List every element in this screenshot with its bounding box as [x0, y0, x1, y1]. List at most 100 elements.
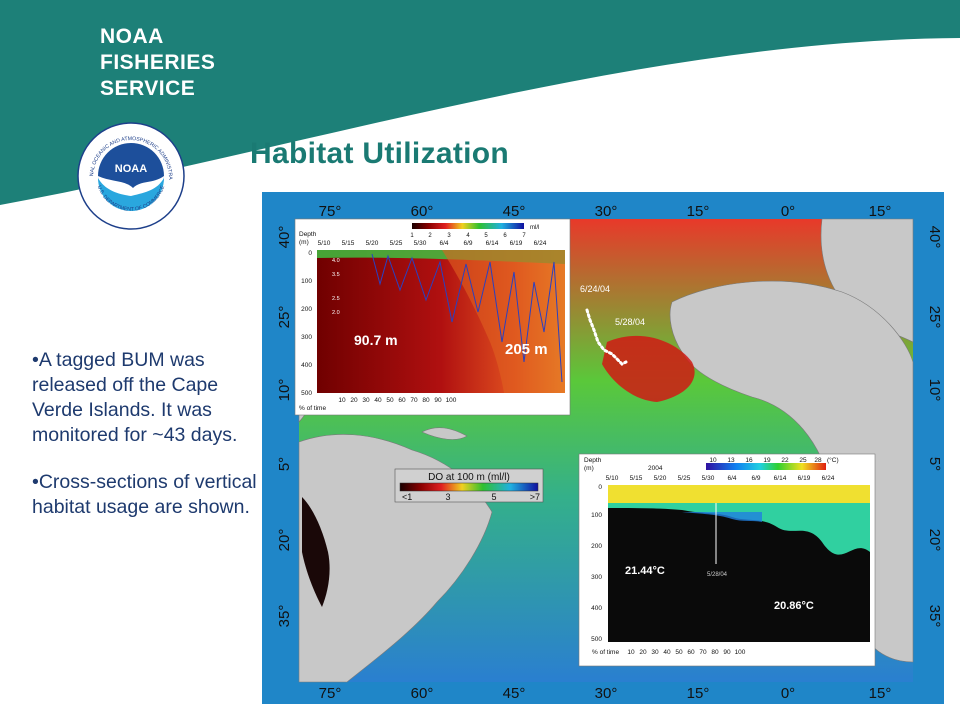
svg-text:200: 200 [591, 543, 602, 550]
svg-text:1: 1 [410, 233, 414, 239]
svg-text:6/19: 6/19 [510, 240, 523, 247]
svg-text:5/25: 5/25 [678, 475, 691, 482]
svg-text:2.0: 2.0 [332, 310, 340, 316]
svg-text:6: 6 [503, 233, 507, 239]
svg-text:4.0: 4.0 [332, 258, 340, 264]
track-label-mid: 5/28/04 [615, 317, 645, 327]
svg-text:40: 40 [374, 397, 382, 404]
lat-tick-label: 40° [276, 226, 293, 249]
svg-text:6/14: 6/14 [774, 475, 787, 482]
lat-tick-label: 35° [276, 605, 293, 628]
svg-text:20: 20 [639, 649, 647, 656]
svg-text:100: 100 [591, 512, 602, 519]
header-band [0, 0, 960, 205]
svg-text:6/19: 6/19 [798, 475, 811, 482]
svg-text:6/9: 6/9 [751, 475, 760, 482]
svg-text:3.5: 3.5 [332, 272, 340, 278]
svg-text:6/14: 6/14 [486, 240, 499, 247]
svg-text:500: 500 [591, 636, 602, 643]
bullet-item: •A tagged BUM was released off the Cape … [32, 349, 238, 446]
svg-text:25: 25 [799, 457, 807, 464]
temp-inset-year: 2004 [648, 465, 663, 472]
do-inset-pct-axis: % of time 10 20 30 40 50 60 70 80 90 100 [299, 397, 457, 412]
svg-text:7: 7 [522, 233, 526, 239]
lat-tick-label: 25° [276, 306, 293, 329]
svg-text:5/10: 5/10 [606, 475, 619, 482]
svg-text:400: 400 [301, 362, 312, 369]
lon-tick-label: 60° [411, 685, 434, 702]
lon-tick-label: 45° [503, 203, 526, 220]
svg-text:300: 300 [591, 574, 602, 581]
lat-labels-left: 40° 25° 10° 5° 20° 35° [276, 226, 293, 628]
lon-labels-top: 75° 60° 45° 30° 15° 0° 15° [319, 203, 892, 220]
temp-label: 21.44°C [625, 565, 665, 577]
svg-text:% of time: % of time [299, 405, 326, 412]
dive-trace [371, 253, 563, 383]
svg-text:100: 100 [446, 397, 457, 404]
svg-text:16: 16 [745, 457, 753, 464]
svg-text:80: 80 [422, 397, 430, 404]
svg-text:22: 22 [781, 457, 789, 464]
lon-tick-label: 75° [319, 203, 342, 220]
do-colorbar: DO at 100 m (ml/l) <1 3 5 >7 [394, 468, 544, 503]
lon-tick-label: 15° [687, 685, 710, 702]
lon-tick-label: 30° [595, 203, 618, 220]
svg-text:300: 300 [301, 334, 312, 341]
org-name-line: NOAA [100, 25, 164, 48]
do-inset-date-axis: 5/10 5/15 5/20 5/25 5/30 6/4 6/9 6/14 6/… [318, 240, 547, 247]
svg-text:% of time: % of time [592, 649, 619, 656]
svg-text:5/20: 5/20 [654, 475, 667, 482]
lon-tick-label: 15° [869, 685, 892, 702]
svg-text:5/30: 5/30 [414, 240, 427, 247]
svg-text:3: 3 [447, 233, 451, 239]
temp-inset-pct-axis: % of time 10 20 30 40 50 60 70 80 90 100 [592, 649, 746, 656]
svg-text:ml/l: ml/l [530, 225, 539, 231]
svg-text:6/4: 6/4 [727, 475, 736, 482]
svg-text:2: 2 [428, 233, 432, 239]
svg-text:5/30: 5/30 [702, 475, 715, 482]
svg-text:90: 90 [434, 397, 442, 404]
depth-header: Depth [584, 457, 602, 464]
svg-text:40: 40 [663, 649, 671, 656]
lat-tick-label: 20° [276, 529, 293, 552]
do-colorbar-tick: >7 [530, 492, 540, 502]
do-inset-scale-ticks: 1 2 3 4 5 6 7 ml/l [410, 225, 539, 239]
pacific-coast-hypoxia [302, 497, 330, 607]
page-title: Habitat Utilization [250, 137, 510, 170]
svg-text:90: 90 [723, 649, 731, 656]
svg-text:28: 28 [814, 457, 822, 464]
inset-temp-section: 10 13 16 19 22 25 28 (°C) Depth (m) 2004… [578, 453, 876, 667]
svg-text:(°C): (°C) [827, 456, 839, 464]
svg-text:6/24: 6/24 [534, 240, 547, 247]
svg-text:5: 5 [484, 233, 488, 239]
lat-tick-label: 5° [276, 457, 293, 471]
do-depth-label: 205 m [505, 341, 548, 358]
svg-text:2.5: 2.5 [332, 296, 340, 302]
svg-text:6/4: 6/4 [439, 240, 448, 247]
tag-track [585, 308, 628, 366]
svg-text:13: 13 [727, 457, 735, 464]
lon-labels-bottom: 75° 60° 45° 30° 15° 0° 15° [319, 685, 892, 702]
lon-tick-label: 60° [411, 203, 434, 220]
logo-text: NOAA [115, 163, 147, 175]
svg-text:5/20: 5/20 [366, 240, 379, 247]
temp-inset-scale-bar [706, 463, 826, 470]
svg-text:10: 10 [627, 649, 635, 656]
svg-text:50: 50 [675, 649, 683, 656]
lon-tick-label: 0° [781, 685, 795, 702]
do-colorbar-tick: 5 [491, 492, 496, 502]
depth-header: (m) [584, 465, 594, 472]
do-depth-label: 90.7 m [354, 332, 398, 348]
org-name-line: SERVICE [100, 77, 196, 100]
lat-labels-right: 40° 25° 10° 5° 20° 35° [926, 226, 943, 628]
org-name: NOAA FISHERIES SERVICE [100, 24, 215, 102]
svg-text:10: 10 [338, 397, 346, 404]
temp-label: 20.86°C [774, 600, 814, 612]
svg-text:6/9: 6/9 [463, 240, 472, 247]
svg-text:30: 30 [651, 649, 659, 656]
depth-header: (m) [299, 239, 309, 246]
svg-text:60: 60 [687, 649, 695, 656]
svg-text:0: 0 [308, 250, 312, 257]
svg-text:500: 500 [301, 390, 312, 397]
